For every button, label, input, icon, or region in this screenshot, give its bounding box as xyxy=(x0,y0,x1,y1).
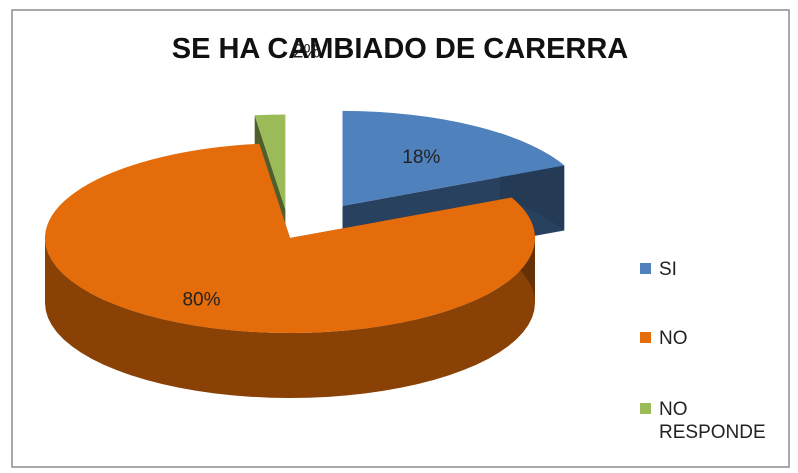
legend-item: NO RESPONDE xyxy=(640,398,780,444)
chart-title: SE HA CAMBIADO DE CARERRA xyxy=(172,33,629,65)
legend-swatch xyxy=(640,332,651,343)
legend-swatch xyxy=(640,263,651,274)
pie-slice-side xyxy=(45,238,535,398)
pie-slice xyxy=(254,114,286,210)
legend-item: SI xyxy=(640,258,780,281)
data-label: 80% xyxy=(182,289,220,310)
legend-label: SI xyxy=(659,259,677,280)
pie-slice xyxy=(44,143,536,333)
data-label: 2% xyxy=(293,42,321,63)
pie-slice xyxy=(342,110,565,206)
legend-label: NO RESPONDE xyxy=(659,399,766,443)
pie-tops xyxy=(44,110,565,333)
data-label: 18% xyxy=(402,147,440,168)
legend-swatch xyxy=(640,403,651,414)
legend-label: NO xyxy=(659,328,688,349)
legend-item: NO xyxy=(640,327,780,350)
